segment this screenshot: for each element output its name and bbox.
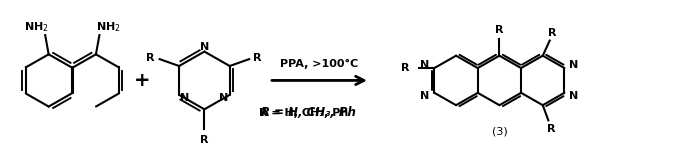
Text: N: N xyxy=(180,93,189,103)
Text: NH$_2$: NH$_2$ xyxy=(96,20,121,34)
Text: N: N xyxy=(420,91,429,101)
Text: R: R xyxy=(547,124,556,134)
Text: R: R xyxy=(547,28,556,38)
Text: N: N xyxy=(570,60,579,70)
Text: R: R xyxy=(147,53,155,63)
Text: (3): (3) xyxy=(491,127,507,137)
Text: R = H, CH₃, Ph: R = H, CH₃, Ph xyxy=(259,108,348,118)
Text: R: R xyxy=(200,135,209,145)
Text: N: N xyxy=(219,93,229,103)
Text: N: N xyxy=(420,60,429,70)
Text: N: N xyxy=(570,91,579,101)
Text: +: + xyxy=(133,71,150,90)
Text: NH$_2$: NH$_2$ xyxy=(24,20,48,34)
Text: R: R xyxy=(401,63,409,73)
Text: PPA, >100°C: PPA, >100°C xyxy=(280,59,358,69)
Text: R = H, CH₃, Ph: R = H, CH₃, Ph xyxy=(261,106,356,119)
Text: N: N xyxy=(200,42,209,52)
Text: R: R xyxy=(253,53,262,63)
Text: R: R xyxy=(495,25,504,35)
